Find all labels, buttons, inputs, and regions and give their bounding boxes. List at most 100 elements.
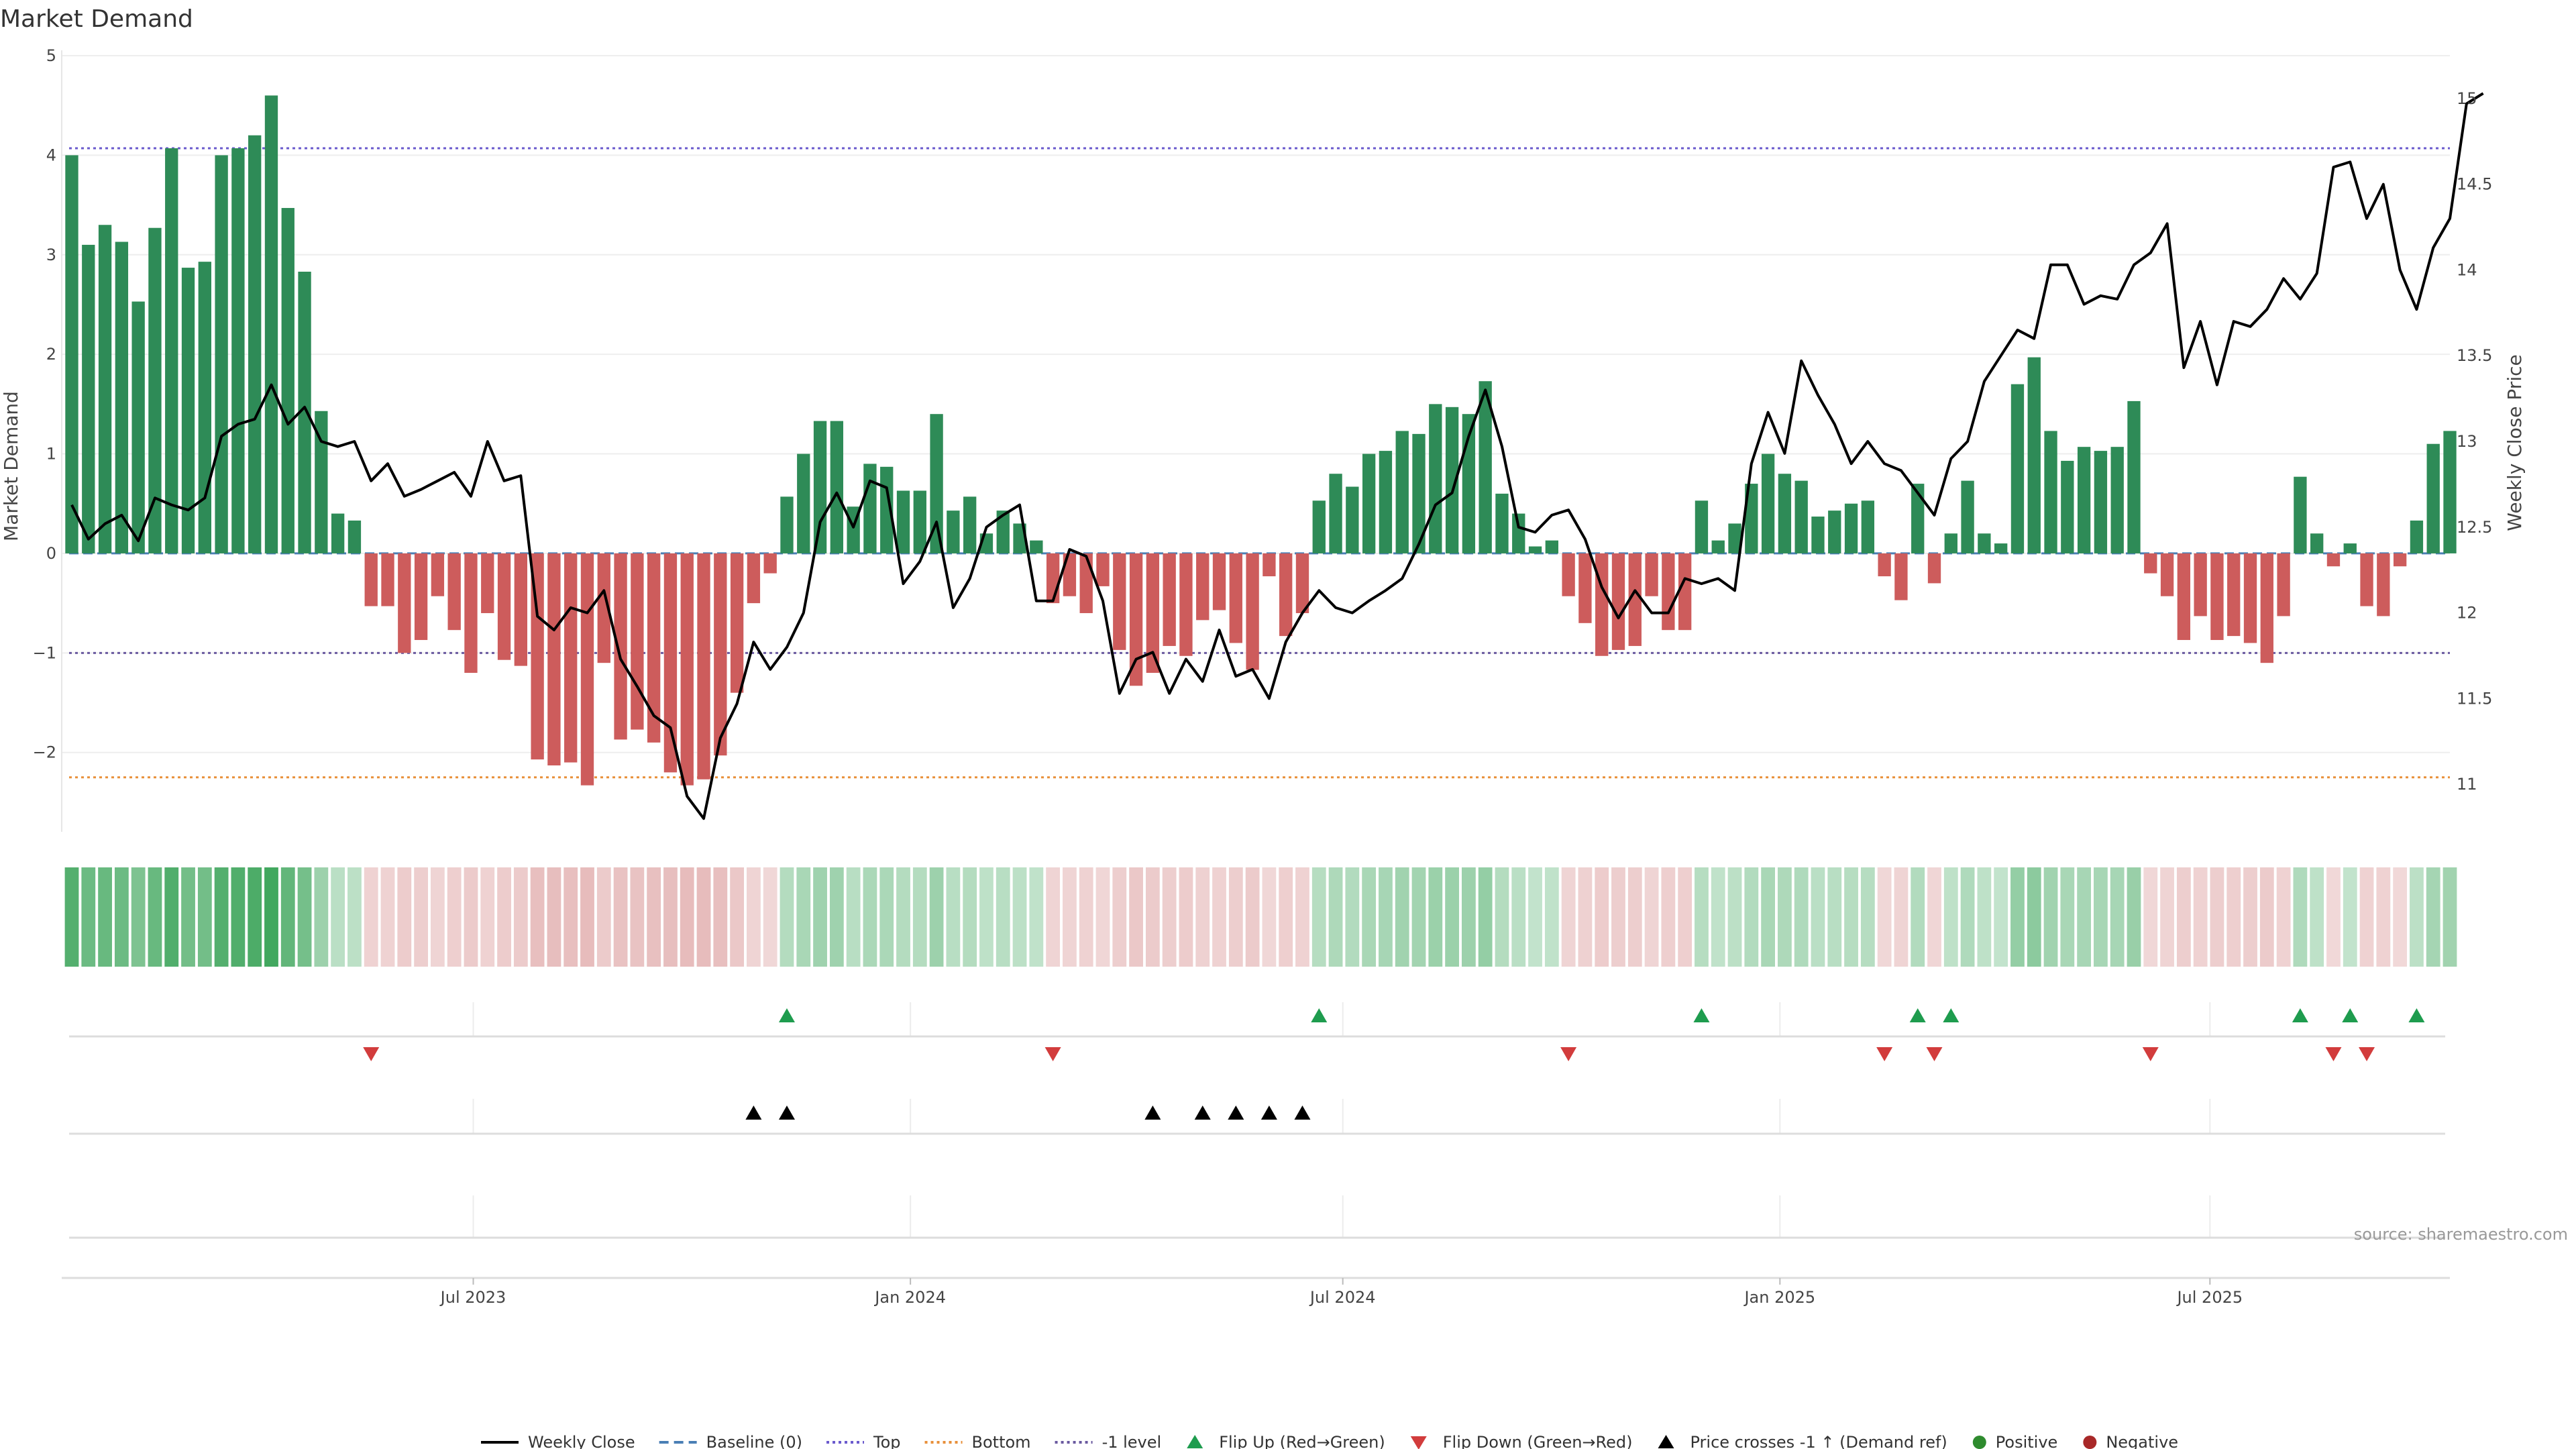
- strip-cell: [1761, 867, 1775, 967]
- strip-cell: [2110, 867, 2125, 967]
- flip-up-marker: [2342, 1008, 2359, 1022]
- y-tick-label: 4: [46, 146, 56, 164]
- price-line-layer: [70, 92, 2484, 820]
- demand-bar: [2044, 431, 2057, 553]
- strip-cell: [564, 867, 578, 967]
- x-tick-label: Jul 2025: [2176, 1288, 2243, 1307]
- strip-cell: [1079, 867, 1093, 967]
- demand-bar: [1246, 553, 1259, 670]
- demand-bar: [2393, 553, 2407, 567]
- strip-cell: [846, 867, 861, 967]
- strip-cell: [414, 867, 428, 967]
- y-tick-label: 1: [46, 445, 56, 464]
- demand-bar: [1961, 480, 1974, 553]
- flip-up-marker: [2408, 1008, 2425, 1022]
- legend-item: Flip Up (Red→Green): [1187, 1433, 1385, 1449]
- flip-down-marker: [2325, 1047, 2342, 1061]
- y2-axis-label: Weekly Close Price: [2504, 354, 2526, 531]
- strip-cell: [696, 867, 711, 967]
- strip-cell: [1695, 867, 1709, 967]
- legend-label: Flip Down (Green→Red): [1443, 1433, 1633, 1449]
- strip-cell: [1495, 867, 1509, 967]
- strip-cell: [1727, 867, 1742, 967]
- demand-bar: [1229, 553, 1242, 643]
- demand-bar: [514, 553, 528, 666]
- strip-cell: [946, 867, 961, 967]
- strip-cell: [380, 867, 395, 967]
- strip-cell: [896, 867, 910, 967]
- demand-bar: [115, 241, 129, 553]
- strip-cell: [2127, 867, 2141, 967]
- demand-bar: [248, 135, 262, 553]
- legend-item: Price crosses -1 ↑ (Demand ref): [1658, 1433, 1947, 1449]
- strip-cell: [1777, 867, 1792, 967]
- strip-cell: [1095, 867, 1110, 967]
- strip-cell: [829, 867, 844, 967]
- flip-down-marker: [1926, 1047, 1943, 1061]
- x-tick-label: Jan 2025: [1743, 1288, 1815, 1307]
- strip-cell: [1611, 867, 1625, 967]
- x-tick-label: Jul 2023: [439, 1288, 506, 1307]
- demand-bar: [1861, 500, 1875, 553]
- signal-panels: [62, 1002, 2450, 1279]
- strip-cell: [2293, 867, 2308, 967]
- demand-bar: [148, 227, 162, 553]
- demand-bar: [1096, 553, 1110, 586]
- strip-cell: [763, 867, 777, 967]
- strip-cell: [879, 867, 894, 967]
- strip-cell: [447, 867, 462, 967]
- legend-swatch-triangle-up: [1658, 1435, 1674, 1448]
- y-tick-label: 0: [46, 544, 56, 563]
- strip-cell: [747, 867, 761, 967]
- strip-cell: [2243, 867, 2257, 967]
- strip-cell: [2410, 867, 2424, 967]
- strip-cell: [1794, 867, 1809, 967]
- strip-cell: [430, 867, 445, 967]
- strip-cell: [181, 867, 195, 967]
- demand-bar: [580, 553, 594, 786]
- y2-tick-label: 14.5: [2457, 175, 2492, 194]
- strip-cell: [547, 867, 561, 967]
- strip-cell: [996, 867, 1010, 967]
- demand-bar: [165, 148, 178, 553]
- strip-cell: [397, 867, 412, 967]
- legend-item: Negative: [2083, 1433, 2178, 1449]
- demand-bar: [2194, 553, 2207, 616]
- strip-cell: [1860, 867, 1875, 967]
- demand-bar: [2326, 553, 2341, 567]
- demand-bar: [531, 553, 544, 760]
- strip-cell: [1379, 867, 1393, 967]
- price-cross-marker: [778, 1106, 795, 1120]
- strip-cell: [1145, 867, 1160, 967]
- y2-tick-label: 15: [2457, 89, 2477, 108]
- demand-bar: [1528, 546, 1542, 553]
- strip-cell: [2326, 867, 2341, 967]
- demand-bar: [1761, 453, 1775, 553]
- flip-down-marker: [363, 1047, 380, 1061]
- strip-cell: [81, 867, 96, 967]
- demand-bar: [1163, 553, 1176, 646]
- legend-label: -1 level: [1102, 1433, 1162, 1449]
- legend-label: Negative: [2106, 1433, 2178, 1449]
- demand-bar: [2177, 553, 2191, 641]
- strip-cell: [1943, 867, 1958, 967]
- demand-bar: [947, 511, 960, 553]
- strip-cell: [580, 867, 594, 967]
- flip-up-marker: [1311, 1008, 1328, 1022]
- strip-cell: [2393, 867, 2408, 967]
- demand-bar: [281, 208, 294, 553]
- demand-bar: [1329, 474, 1342, 553]
- demand-bar: [347, 520, 362, 553]
- demand-bar: [2227, 553, 2241, 637]
- demand-bar: [1212, 553, 1226, 610]
- strip-cell: [680, 867, 694, 967]
- demand-bar: [1379, 451, 1393, 553]
- demand-bar: [1894, 553, 1908, 600]
- demand-bar: [1578, 553, 1592, 623]
- strip-cell: [1212, 867, 1226, 967]
- strip-cell: [480, 867, 495, 967]
- strip-cell: [1960, 867, 1975, 967]
- strip-cell: [1046, 867, 1061, 967]
- demand-bar: [1146, 553, 1160, 673]
